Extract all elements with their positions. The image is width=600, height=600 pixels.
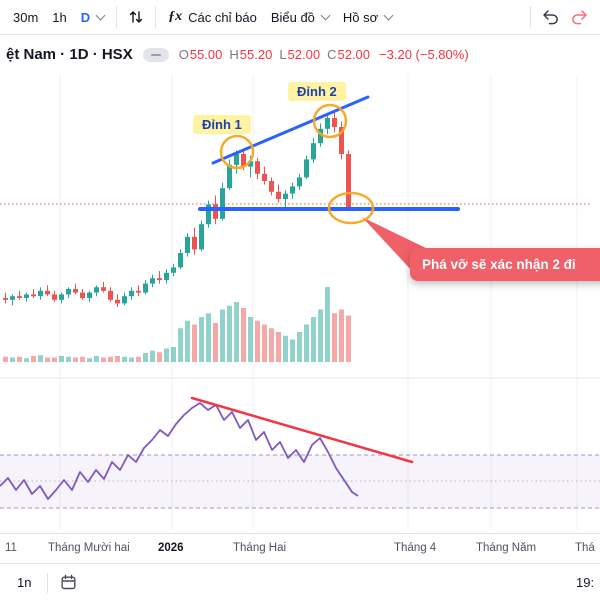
chevron-down-icon (320, 10, 331, 21)
symbol-bar: ệt Nam · 1D · HSX O55.00 H55.20 L52.00 C… (0, 34, 600, 75)
redo-icon (572, 10, 587, 25)
bottom-toolbar: 1n 19: (0, 563, 600, 600)
open-value: O55.00 (178, 47, 223, 62)
price-chart-canvas[interactable] (0, 75, 600, 533)
interval-active-label: D (80, 9, 91, 25)
undo-icon (543, 10, 558, 25)
range-1y-button[interactable]: 1n (17, 575, 32, 590)
time-axis-label: 11 (5, 542, 17, 554)
time-axis-label: Tháng Mười hai (48, 542, 130, 554)
chevron-down-icon (383, 10, 394, 21)
layout-label: Biểu đồ (270, 9, 315, 25)
time-axis-label: Tháng 4 (394, 542, 437, 554)
interval-1h-button[interactable]: 1h (45, 6, 73, 29)
interval-menu-button[interactable]: D (74, 6, 111, 29)
high-value: H55.20 (229, 47, 273, 62)
fx-icon: ƒx (168, 9, 183, 24)
layout-button[interactable]: Biểu đồ (264, 6, 336, 29)
toolbar-separator (155, 6, 157, 28)
peak2-label[interactable]: Đỉnh 2 (288, 82, 346, 101)
top-toolbar: 30m 1h D ƒx Các chỉ báo Biểu đồ Hồ sơ (0, 0, 600, 35)
interval-30m-label: 30m (13, 9, 39, 25)
ohlc-values: O55.00 H55.20 L52.00 C52.00 −3.20 (−5.80… (179, 47, 469, 62)
profile-label: Hồ sơ (342, 9, 379, 25)
compare-arrows-icon (129, 11, 143, 23)
time-axis-label: Tháng Hai (233, 542, 287, 554)
toolbar-separator (530, 6, 531, 28)
volume-bars (3, 287, 351, 362)
legend-collapse-button[interactable] (142, 47, 169, 62)
toolbar-separator (116, 6, 118, 28)
go-to-date-icon (61, 574, 76, 590)
change-value: −3.20 (−5.80%) (379, 47, 469, 62)
candles (3, 110, 351, 307)
minus-icon (150, 53, 161, 56)
bottom-bar-separator (47, 572, 49, 593)
peak1-label[interactable]: Đỉnh 1 (193, 115, 251, 134)
time-axis-label: Thá (575, 542, 595, 554)
time-axis-label: 2026 (158, 542, 184, 554)
low-value: L52.00 (279, 47, 321, 62)
interval-30m-button[interactable]: 30m (6, 6, 45, 29)
symbol-title[interactable]: ệt Nam · 1D · HSX (6, 46, 133, 63)
profile-button[interactable]: Hồ sơ (336, 6, 399, 29)
go-to-date-button[interactable] (55, 571, 82, 594)
close-value: C52.00 (327, 47, 371, 62)
clock-time[interactable]: 19: (576, 575, 595, 590)
chart-area[interactable]: Đỉnh 1 Đỉnh 2 Phá vỡ sẽ xác nhận 2 đi (0, 75, 600, 533)
interval-1h-label: 1h (52, 9, 67, 25)
indicators-button[interactable]: ƒx Các chỉ báo (161, 5, 264, 29)
compare-button[interactable] (122, 4, 150, 30)
breakdown-callout[interactable]: Phá vỡ sẽ xác nhận 2 đi (410, 248, 600, 281)
redo-button[interactable] (565, 4, 594, 30)
time-axis[interactable]: 11 Tháng Mười hai 2026 Tháng Hai Tháng 4 Thán… (0, 533, 600, 564)
time-axis-label: Tháng Năm (476, 542, 537, 554)
undo-button[interactable] (536, 4, 565, 30)
chevron-down-icon (95, 10, 106, 21)
indicators-label: Các chỉ báo (188, 9, 257, 25)
